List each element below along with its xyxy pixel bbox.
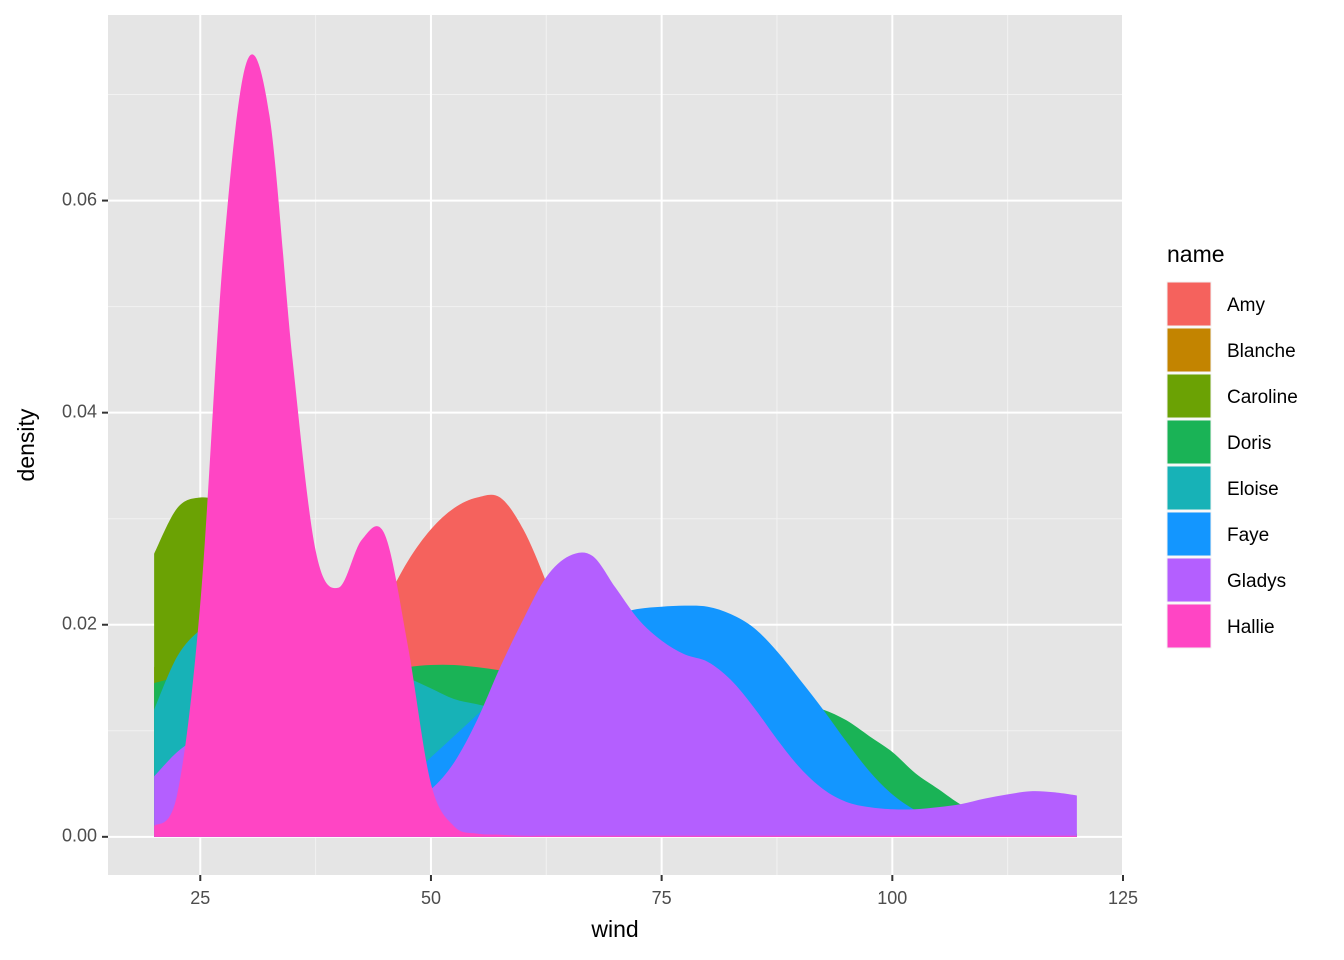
legend-key bbox=[1166, 419, 1212, 465]
y-tick-label: 0.06 bbox=[62, 189, 97, 209]
x-tick-label: 125 bbox=[1108, 888, 1138, 908]
areas bbox=[154, 54, 1077, 837]
x-axis-title: wind bbox=[590, 916, 638, 942]
legend-label: Gladys bbox=[1227, 571, 1286, 592]
x-tick-label: 25 bbox=[190, 888, 210, 908]
legend-label: Blanche bbox=[1227, 341, 1296, 362]
legend-key bbox=[1166, 465, 1212, 511]
legend-key bbox=[1166, 511, 1212, 557]
x-tick-label: 50 bbox=[421, 888, 441, 908]
legend-label: Amy bbox=[1227, 295, 1266, 316]
legend-title: name bbox=[1167, 241, 1225, 267]
density-area bbox=[154, 552, 1077, 837]
legend-label: Faye bbox=[1227, 525, 1269, 546]
density-area bbox=[154, 54, 1077, 837]
y-tick-label: 0.00 bbox=[62, 826, 97, 846]
y-tick-label: 0.02 bbox=[62, 613, 97, 633]
axes: 25 50 75 100 125 0.00 0.02 0.04 0.06 bbox=[62, 189, 1138, 907]
x-tick-label: 75 bbox=[652, 888, 672, 908]
legend-label: Caroline bbox=[1227, 387, 1298, 408]
legend: Amy Blanche Caroline Doris Eloise Faye Gladys H… bbox=[1166, 281, 1298, 649]
legend-label: Eloise bbox=[1227, 479, 1279, 500]
legend-label: Hallie bbox=[1227, 617, 1275, 638]
legend-key bbox=[1166, 327, 1212, 373]
x-tick-label: 100 bbox=[877, 888, 907, 908]
y-tick-label: 0.04 bbox=[62, 401, 97, 421]
legend-key bbox=[1166, 281, 1212, 327]
y-axis-title: density bbox=[13, 408, 39, 481]
legend-label: Doris bbox=[1227, 433, 1271, 454]
legend-key bbox=[1166, 603, 1212, 649]
legend-key bbox=[1166, 557, 1212, 603]
legend-key bbox=[1166, 373, 1212, 419]
